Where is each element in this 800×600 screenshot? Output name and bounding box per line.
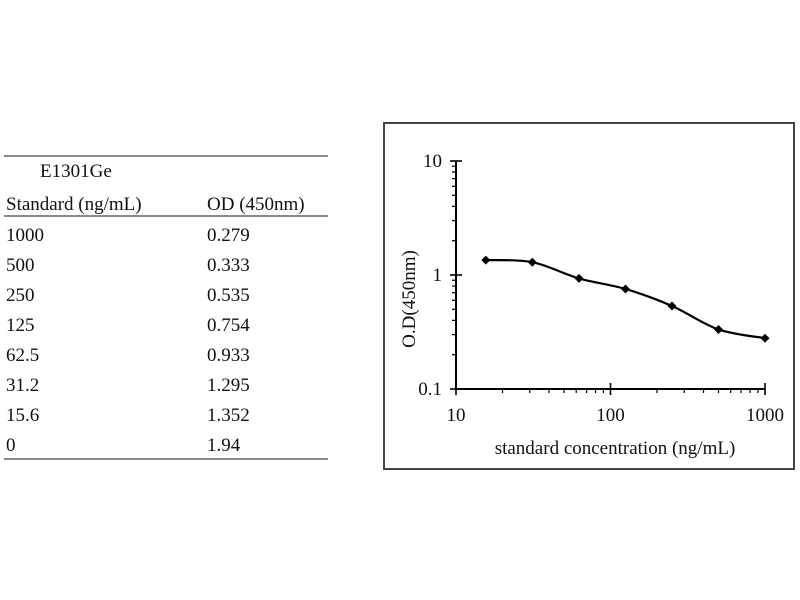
y-tick-label: 1 bbox=[433, 265, 443, 286]
chart-ticks: 0.1 1 10 10 100 1000 bbox=[418, 151, 784, 426]
data-point bbox=[713, 324, 723, 334]
table-cell-od: 0.933 bbox=[207, 345, 250, 366]
y-tick-label: 10 bbox=[423, 151, 442, 172]
table-cell-od: 1.352 bbox=[207, 405, 250, 426]
data-point bbox=[667, 301, 677, 311]
table-cell-od: 0.333 bbox=[207, 255, 250, 276]
data-point bbox=[620, 284, 630, 294]
chart-frame: 0.1 1 10 10 100 1000 standard concentration (… bbox=[383, 122, 795, 470]
y-tick-label: 0.1 bbox=[418, 379, 442, 400]
data-point bbox=[527, 257, 537, 267]
table-cell-od: 0.279 bbox=[207, 225, 250, 246]
table-cell-standard: 500 bbox=[6, 255, 35, 276]
table-top-rule bbox=[4, 155, 328, 157]
table-cell-standard: 31.2 bbox=[6, 375, 40, 396]
series-markers bbox=[481, 255, 770, 343]
chart-axes bbox=[455, 161, 765, 390]
table-cell-od: 1.94 bbox=[207, 435, 241, 456]
table-cell-standard: 125 bbox=[6, 315, 35, 336]
header-standard: Standard (ng/mL) bbox=[6, 194, 142, 215]
od-chart: 0.1 1 10 10 100 1000 standard concentration (… bbox=[399, 151, 784, 459]
header-od: OD (450nm) bbox=[207, 194, 305, 215]
x-axis-label: standard concentration (ng/mL) bbox=[495, 438, 736, 459]
table-cell-standard: 250 bbox=[6, 285, 35, 306]
table-cell-od: 1.295 bbox=[207, 375, 250, 396]
x-tick-label: 10 bbox=[447, 405, 466, 426]
series-line bbox=[485, 258, 766, 340]
table-cell-standard: 0 bbox=[6, 435, 16, 456]
table-cell-standard: 15.6 bbox=[6, 405, 40, 426]
table-cell-standard: 62.5 bbox=[6, 345, 40, 366]
x-tick-label: 100 bbox=[596, 405, 625, 426]
table-cell-od: 0.535 bbox=[207, 285, 250, 306]
y-axis-label: O.D(450nm) bbox=[399, 250, 420, 348]
data-point bbox=[760, 333, 770, 343]
table-header-rule bbox=[4, 215, 328, 217]
table-title: E1301Ge bbox=[40, 161, 112, 182]
data-point bbox=[481, 255, 491, 265]
data-point bbox=[574, 273, 584, 283]
table-cell-standard: 1000 bbox=[6, 225, 44, 246]
table-bottom-rule bbox=[4, 458, 328, 460]
table-cell-od: 0.754 bbox=[207, 315, 250, 336]
x-tick-label: 1000 bbox=[746, 405, 784, 426]
